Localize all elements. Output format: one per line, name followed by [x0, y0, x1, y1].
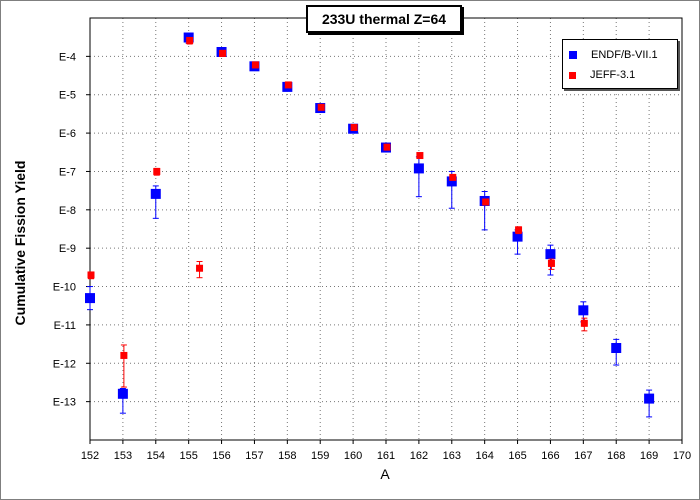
- data-marker: [611, 343, 622, 354]
- y-tick-label: E-7: [59, 166, 76, 178]
- x-tick-label: 158: [278, 450, 296, 462]
- data-point: [251, 61, 259, 69]
- x-tick-label: 161: [377, 450, 395, 462]
- data-marker: [87, 271, 95, 279]
- x-tick-label: 155: [179, 450, 197, 462]
- data-marker: [219, 49, 227, 57]
- x-tick-label: 157: [245, 450, 263, 462]
- x-axis-label: A: [380, 466, 390, 482]
- data-marker: [196, 264, 204, 272]
- x-tick-label: 164: [475, 450, 493, 462]
- data-marker: [416, 152, 424, 160]
- data-point: [611, 338, 622, 366]
- x-tick-label: 168: [607, 450, 625, 462]
- y-axis-label: Cumulative Fission Yield: [12, 160, 28, 326]
- data-point: [416, 152, 424, 160]
- data-marker: [317, 103, 325, 111]
- legend-label-endf: ENDF/B-VII.1: [591, 49, 658, 61]
- x-tick-label: 165: [508, 450, 526, 462]
- data-point: [449, 173, 457, 181]
- data-point: [284, 81, 292, 89]
- x-tick-label: 166: [541, 450, 559, 462]
- data-markers: [85, 32, 655, 418]
- data-point: [85, 286, 95, 311]
- data-marker: [580, 319, 588, 327]
- data-point: [153, 167, 161, 176]
- x-tick-label: 167: [574, 450, 592, 462]
- legend: ENDF/B-VII.1 JEFF-3.1: [562, 39, 678, 89]
- data-marker: [482, 198, 490, 206]
- x-tick-label: 162: [410, 450, 428, 462]
- legend-label-jeff: JEFF-3.1: [590, 69, 636, 81]
- axes: 152 153 154 155 156 157 158 159 160 161 162 163 164 1…: [53, 51, 691, 462]
- y-tick-label: E-9: [59, 243, 76, 255]
- data-marker: [120, 351, 128, 359]
- y-tick-label: E-6: [59, 128, 76, 140]
- data-marker: [545, 249, 556, 260]
- data-point: [413, 156, 424, 198]
- data-point: [150, 185, 161, 219]
- data-point: [547, 258, 555, 270]
- data-marker: [413, 163, 424, 174]
- data-marker: [251, 61, 259, 69]
- data-point: [117, 387, 128, 414]
- data-point: [196, 260, 204, 279]
- data-point: [350, 123, 358, 131]
- data-point: [580, 317, 588, 332]
- data-point: [515, 226, 523, 235]
- x-tick-label: 169: [640, 450, 658, 462]
- legend-swatch-endf: [569, 51, 577, 59]
- data-point: [383, 143, 391, 151]
- x-tick-label: 170: [673, 450, 691, 462]
- chart-title: 233U thermal Z=64: [306, 5, 462, 33]
- data-marker: [512, 231, 523, 242]
- y-tick-label: E-12: [53, 358, 76, 370]
- y-tick-label: E-5: [59, 90, 76, 102]
- x-tick-label: 156: [212, 450, 230, 462]
- legend-item-jeff: JEFF-3.1: [569, 68, 635, 82]
- data-marker: [350, 123, 358, 131]
- grid-lines: [90, 18, 682, 440]
- y-tick-label: E-11: [54, 320, 76, 332]
- data-marker: [578, 305, 589, 316]
- legend-item-endf: ENDF/B-VII.1: [569, 48, 658, 62]
- y-tick-label: E-13: [53, 397, 76, 409]
- data-point: [479, 191, 490, 231]
- x-tick-label: 152: [81, 450, 99, 462]
- data-marker: [547, 259, 555, 267]
- data-marker: [644, 393, 655, 404]
- data-marker: [284, 81, 292, 89]
- data-point: [482, 198, 490, 206]
- x-tick-label: 154: [147, 450, 165, 462]
- data-point: [317, 103, 325, 111]
- data-marker: [186, 36, 194, 44]
- data-point: [578, 301, 589, 323]
- data-marker: [446, 176, 457, 187]
- data-point: [186, 36, 194, 45]
- data-marker: [85, 293, 95, 304]
- data-marker: [449, 173, 457, 181]
- y-tick-label: E-8: [59, 205, 76, 217]
- data-marker: [117, 388, 128, 399]
- data-marker: [153, 167, 161, 175]
- data-point: [120, 344, 128, 388]
- x-tick-label: 153: [114, 450, 132, 462]
- y-tick-label: E-4: [59, 51, 76, 63]
- data-marker: [383, 143, 391, 151]
- data-point: [219, 49, 227, 57]
- data-marker: [150, 188, 161, 199]
- x-tick-label: 163: [443, 450, 461, 462]
- data-marker: [515, 226, 523, 234]
- y-tick-label: E-10: [53, 282, 76, 294]
- x-tick-label: 159: [311, 450, 329, 462]
- legend-swatch-jeff: [569, 71, 576, 79]
- data-point: [644, 389, 655, 418]
- x-tick-label: 160: [344, 450, 362, 462]
- data-point: [87, 271, 95, 280]
